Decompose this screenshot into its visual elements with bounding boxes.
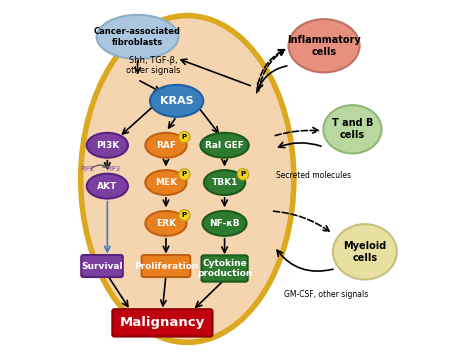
Circle shape bbox=[179, 131, 190, 143]
Ellipse shape bbox=[201, 133, 249, 158]
Text: Malignancy: Malignancy bbox=[120, 316, 205, 329]
Text: Myeloid
cells: Myeloid cells bbox=[343, 241, 386, 263]
Text: P: P bbox=[182, 134, 187, 140]
Text: Cytokine
production: Cytokine production bbox=[197, 259, 252, 278]
Ellipse shape bbox=[202, 211, 246, 236]
Ellipse shape bbox=[333, 224, 397, 280]
FancyBboxPatch shape bbox=[142, 255, 190, 277]
Ellipse shape bbox=[204, 170, 245, 195]
Text: TBK1: TBK1 bbox=[211, 178, 238, 187]
Text: Inflammatory
cells: Inflammatory cells bbox=[287, 35, 361, 57]
Text: Survival: Survival bbox=[81, 262, 123, 271]
Text: P: P bbox=[182, 212, 187, 218]
Text: AKT: AKT bbox=[97, 182, 118, 190]
Ellipse shape bbox=[146, 133, 187, 158]
Text: PI3K: PI3K bbox=[96, 141, 119, 150]
Circle shape bbox=[179, 209, 190, 221]
Ellipse shape bbox=[81, 16, 294, 342]
Text: RAF: RAF bbox=[156, 141, 176, 150]
Text: GM-CSF, other signals: GM-CSF, other signals bbox=[283, 290, 368, 299]
Text: NF-κB: NF-κB bbox=[209, 219, 240, 228]
Text: Shh, TGF-β,
other signals: Shh, TGF-β, other signals bbox=[126, 55, 181, 75]
Text: KRAS: KRAS bbox=[160, 96, 193, 106]
FancyBboxPatch shape bbox=[81, 255, 123, 277]
FancyBboxPatch shape bbox=[112, 309, 212, 337]
Ellipse shape bbox=[87, 174, 128, 199]
Circle shape bbox=[179, 169, 190, 180]
Text: ERK: ERK bbox=[156, 219, 176, 228]
Ellipse shape bbox=[323, 105, 382, 154]
Circle shape bbox=[237, 169, 249, 180]
Ellipse shape bbox=[87, 133, 128, 158]
Text: Secreted molecules: Secreted molecules bbox=[276, 171, 351, 180]
Ellipse shape bbox=[146, 170, 187, 195]
Text: P: P bbox=[182, 171, 187, 177]
Text: Ral GEF: Ral GEF bbox=[205, 141, 244, 150]
Text: Cancer-associated
fibroblasts: Cancer-associated fibroblasts bbox=[94, 27, 181, 47]
Text: T and B
cells: T and B cells bbox=[332, 118, 373, 140]
Ellipse shape bbox=[97, 15, 178, 59]
Text: MEK: MEK bbox=[155, 178, 177, 187]
FancyBboxPatch shape bbox=[201, 255, 247, 282]
Ellipse shape bbox=[289, 19, 360, 72]
Ellipse shape bbox=[146, 211, 187, 236]
Text: Proliferation: Proliferation bbox=[134, 262, 198, 271]
Text: PIP2: PIP2 bbox=[80, 166, 94, 173]
Ellipse shape bbox=[150, 85, 203, 117]
Text: PIP3: PIP3 bbox=[106, 166, 120, 173]
Text: P: P bbox=[240, 171, 246, 177]
